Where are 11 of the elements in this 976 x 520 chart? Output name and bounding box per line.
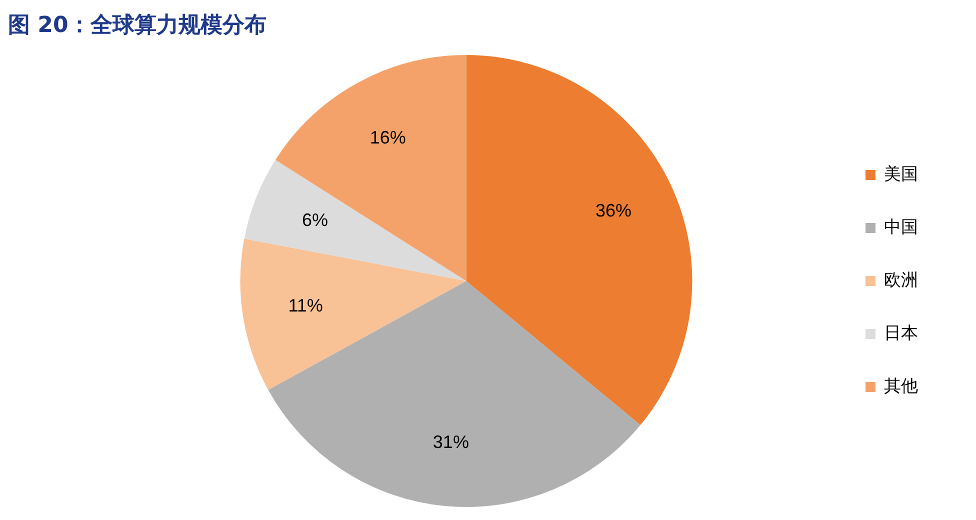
legend-label: 欧洲 <box>884 270 918 290</box>
legend-label: 中国 <box>884 217 918 238</box>
data-label: 6% <box>302 210 328 230</box>
data-label: 31% <box>432 432 469 452</box>
chart-title: 图 20：全球算力规模分布 <box>8 12 268 40</box>
legend-label: 美国 <box>884 164 918 184</box>
legend-label: 其他 <box>884 376 918 396</box>
data-label: 16% <box>370 127 406 148</box>
data-label: 36% <box>595 200 632 221</box>
legend-label: 日本 <box>884 323 918 344</box>
data-label: 11% <box>288 295 323 316</box>
